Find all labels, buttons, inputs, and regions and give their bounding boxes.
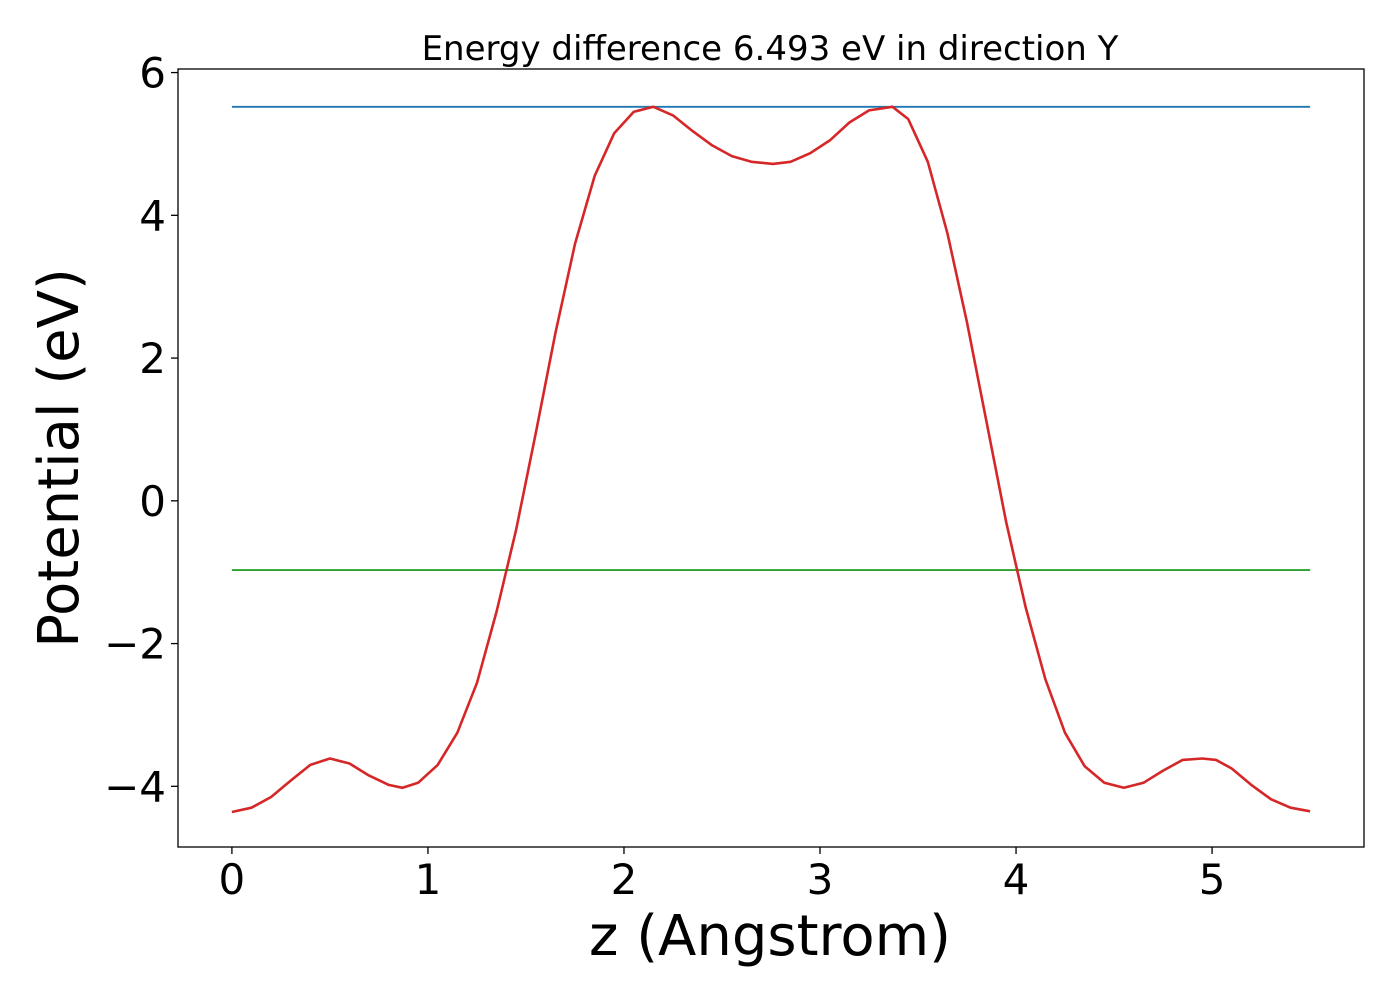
x-tick-label: 5 — [1199, 855, 1226, 904]
x-tick-label: 3 — [807, 855, 834, 904]
chart-title: Energy difference 6.493 eV in direction … — [422, 29, 1119, 69]
x-axis-ticks: 0 1 2 3 4 5 — [219, 847, 1226, 904]
x-tick-label: 4 — [1003, 855, 1030, 904]
y-tick-label: 0 — [139, 477, 166, 526]
plot-frame — [177, 68, 1365, 848]
y-tick-label: 4 — [139, 191, 166, 240]
y-tick-label: −4 — [104, 762, 166, 811]
y-axis-label: Potential (eV) — [27, 268, 92, 648]
y-tick-label: −2 — [104, 620, 166, 669]
y-axis-ticks: −4 −2 0 2 4 6 — [104, 49, 178, 811]
x-axis-label: z (Angstrom) — [589, 904, 951, 969]
x-tick-label: 1 — [415, 855, 442, 904]
x-tick-label: 2 — [611, 855, 638, 904]
plot-lines — [231, 105, 1311, 814]
x-tick-label: 0 — [219, 855, 246, 904]
potential-curve — [231, 105, 1311, 814]
y-tick-label: 6 — [139, 49, 166, 98]
y-tick-label: 2 — [139, 334, 166, 383]
